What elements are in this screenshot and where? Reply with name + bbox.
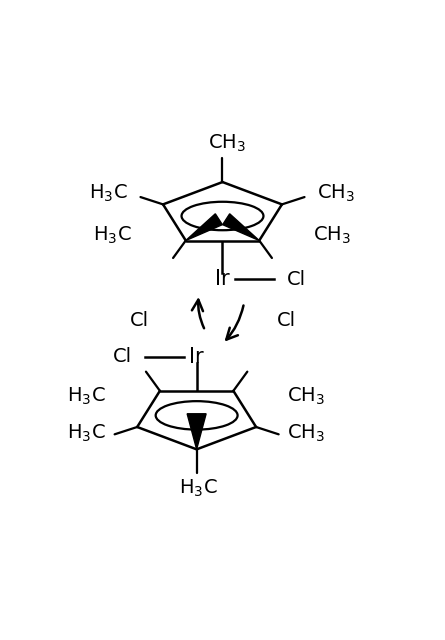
Text: H$_3$C: H$_3$C [68,385,106,406]
Text: H$_3$C: H$_3$C [179,477,218,499]
Text: CH$_3$: CH$_3$ [208,132,246,154]
Text: CH$_3$: CH$_3$ [287,385,325,406]
Text: Cl: Cl [287,269,306,289]
Text: Ir: Ir [215,269,230,289]
Text: H$_3$C: H$_3$C [89,182,128,204]
Text: CH$_3$: CH$_3$ [317,182,356,204]
Text: H$_3$C: H$_3$C [93,225,132,246]
Text: Ir: Ir [189,347,204,367]
Text: CH$_3$: CH$_3$ [287,422,325,444]
Text: H$_3$C: H$_3$C [68,422,106,444]
Text: Cl: Cl [276,310,295,330]
Polygon shape [186,214,222,241]
Polygon shape [222,214,259,241]
Text: Cl: Cl [130,310,149,330]
Text: CH$_3$: CH$_3$ [313,225,351,246]
Text: Cl: Cl [113,347,132,366]
Polygon shape [187,414,206,449]
